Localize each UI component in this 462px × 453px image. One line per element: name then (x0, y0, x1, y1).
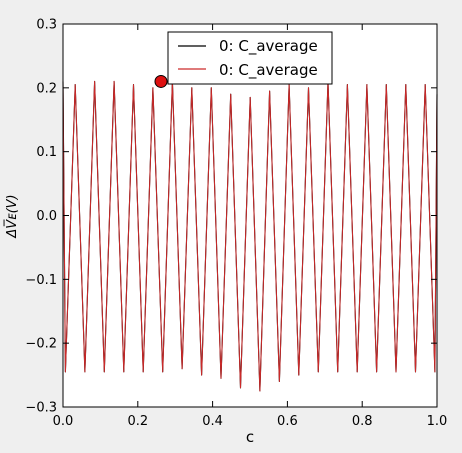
highlight-marker-point (154, 74, 168, 88)
series-layer (62, 80, 438, 392)
y-tick-label: −0.2 (25, 337, 57, 352)
y-tick-label: 0.1 (36, 145, 57, 160)
x-tick-label: 0.6 (277, 414, 298, 429)
legend-box (167, 31, 333, 85)
y-tick-label: 0.0 (36, 209, 57, 224)
plot-area (63, 24, 437, 407)
legend-label-series-2: 0: C_average (219, 61, 318, 80)
x-axis-ticks: 0.0 0.2 0.4 0.6 0.8 1.0 (53, 24, 448, 429)
legend-label-series-1: 0: C_average (219, 37, 318, 56)
legend: 0: C_average 0: C_average (167, 31, 333, 85)
x-tick-label: 0.2 (127, 414, 148, 429)
marker-layer (154, 74, 168, 88)
y-tick-label: −0.1 (25, 273, 57, 288)
x-tick-label: 0.0 (53, 414, 74, 429)
y-tick-label: −0.3 (25, 401, 57, 416)
y-tick-label: 0.3 (36, 18, 57, 33)
x-axis-label: c (246, 428, 254, 446)
series-line-2 (62, 80, 438, 392)
y-tick-label: 0.2 (36, 81, 57, 96)
x-tick-label: 1.0 (427, 414, 448, 429)
y-axis-ticks: −0.3 −0.2 −0.1 0.0 0.1 0.2 0.3 (25, 18, 437, 416)
x-tick-label: 0.4 (202, 414, 223, 429)
x-tick-label: 0.8 (352, 414, 373, 429)
y-axis-label: ΔV̅ᴇ(V) (4, 194, 20, 238)
